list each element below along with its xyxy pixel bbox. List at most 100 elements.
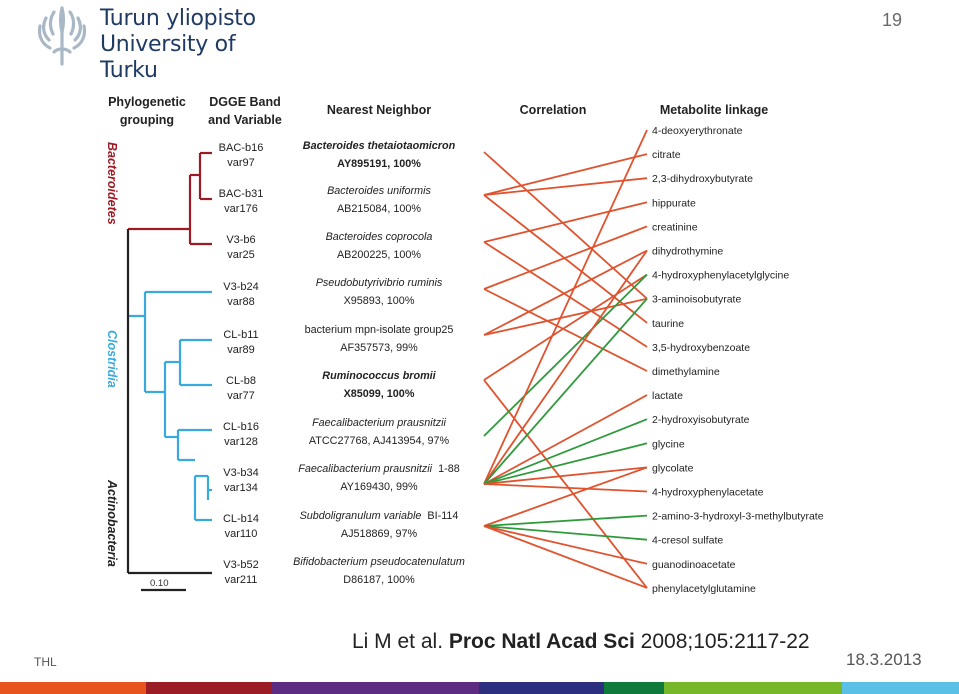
logo-line-1: Turun yliopisto [100, 6, 256, 31]
band-label: CL-b16 [223, 421, 259, 433]
scale-bar-label: 0.10 [150, 578, 169, 589]
citation-authors: Li M et al. [352, 630, 449, 653]
neighbor-accession: AJ518869, 97% [341, 528, 418, 540]
footer-bar-segment [842, 682, 959, 694]
band-label: BAC-b31 [219, 188, 264, 200]
correlation-link [483, 288, 648, 372]
correlation-link [483, 483, 648, 493]
neighbor-name: Ruminococcus bromii [322, 370, 436, 382]
neighbor-accession: AY169430, 99% [340, 481, 418, 493]
band-variable: var211 [225, 574, 258, 586]
correlation-link [483, 249, 648, 336]
band-variable: var97 [227, 157, 255, 169]
band-label: CL-b8 [226, 375, 256, 387]
page-number: 19 [882, 10, 903, 30]
neighbor-name: Bacteroides uniformis [327, 185, 431, 197]
neighbor-name: bacterium mpn-isolate group25 [305, 324, 454, 336]
correlation-link [483, 273, 648, 381]
band-label: CL-b14 [223, 513, 259, 525]
neighbor-strain: 1-88 [438, 463, 460, 475]
footer-date: 18.3.2013 [846, 650, 922, 669]
metabolite-label: dimethylamine [652, 366, 720, 378]
correlation-link [483, 297, 648, 336]
neighbor-name: Faecalibacterium prausnitzii [312, 417, 446, 429]
metabolite-label: glycine [652, 438, 685, 450]
neighbor-strain: BI-114 [427, 510, 458, 522]
correlation-link [483, 273, 648, 437]
header-phylo-2: grouping [120, 113, 174, 127]
band-variable: var89 [227, 344, 255, 356]
footer-bar-segment [146, 682, 272, 694]
metabolite-label: 2-amino-3-hydroxyl-3-methylbutyrate [652, 511, 824, 523]
header-dgge-1: DGGE Band [209, 95, 281, 109]
correlation-link [483, 466, 648, 485]
correlation-link [483, 249, 648, 485]
phylogenetic-correlation-figure: Phylogenetic grouping DGGE Band and Vari… [105, 95, 824, 595]
metabolite-label: phenylacetylglutamine [652, 583, 756, 595]
neighbor-accession: AB215084, 100% [337, 203, 421, 215]
metabolite-label: glycolate [652, 462, 694, 474]
correlation-link [483, 394, 648, 485]
neighbor-name: Pseudobutyrivibrio ruminis [316, 277, 443, 289]
band-label: V3-b6 [226, 234, 255, 246]
metabolite-label: 4-hydroxyphenylacetylglycine [652, 270, 789, 282]
correlation-link [483, 514, 648, 527]
header-correlation: Correlation [520, 103, 587, 117]
header-metabolite: Metabolite linkage [660, 103, 768, 117]
metabolite-label: 4-cresol sulfate [652, 535, 723, 547]
band-variable: var110 [225, 528, 258, 540]
logo-line-2: University of Turku [100, 32, 236, 83]
neighbor-accession: ATCC27768, AJ413954, 97% [309, 435, 450, 447]
group-label-bacteroidetes: Bacteroidetes [105, 142, 119, 225]
footer-thl: THL [34, 655, 57, 669]
metabolite-label: hippurate [652, 197, 696, 209]
correlation-link [483, 379, 648, 589]
university-seal-icon [37, 6, 87, 66]
footer-bar-segment [604, 682, 664, 694]
metabolite-label: guanodinoacetate [652, 559, 736, 571]
metabolite-label: 2,3-dihydroxybutyrate [652, 173, 753, 185]
correlation-link [483, 153, 648, 196]
correlation-link [483, 466, 648, 527]
neighbor-name: Faecalibacterium prausnitzii 1-88 [298, 463, 459, 475]
metabolite-label: 3,5-hydroxybenzoate [652, 342, 750, 354]
correlation-link [483, 201, 648, 243]
phylogenetic-tree [126, 151, 212, 592]
band-label: BAC-b16 [219, 142, 264, 154]
metabolite-label: lactate [652, 390, 683, 402]
footer-bar-segment [272, 682, 479, 694]
band-label: V3-b52 [223, 559, 258, 571]
citation-journal: Proc Natl Acad Sci [448, 630, 635, 653]
correlation-link [483, 298, 648, 485]
correlation-link [483, 525, 648, 541]
metabolite-label: dihydrothymine [652, 246, 723, 258]
band-variable: var176 [224, 203, 258, 215]
neighbor-accession: D86187, 100% [343, 574, 415, 586]
neighbor-accession: AB200225, 100% [337, 249, 421, 261]
correlation-link [483, 225, 648, 290]
footer-bar-segment [479, 682, 604, 694]
band-variable: var25 [227, 249, 255, 261]
band-label: V3-b24 [223, 281, 258, 293]
metabolite-label: creatinine [652, 221, 698, 233]
footer-bar-segment [664, 682, 842, 694]
group-label-actinobacteria: Actinobacteria [105, 479, 119, 567]
band-variable: var128 [224, 436, 258, 448]
neighbor-accession: AY895191, 100% [337, 158, 421, 170]
correlation-link [483, 442, 648, 485]
correlation-link [483, 525, 648, 565]
header-phylo-1: Phylogenetic [108, 95, 186, 109]
correlation-link [483, 151, 648, 300]
correlation-link [483, 129, 648, 485]
metabolite-label: citrate [652, 149, 681, 161]
correlation-link [483, 177, 648, 196]
citation-details: 2008;105:2117-22 [634, 630, 810, 653]
metabolite-label: 2-hydroxyisobutyrate [652, 414, 750, 426]
band-label: V3-b34 [223, 467, 258, 479]
neighbor-name: Bacteroides coprocola [326, 231, 433, 243]
neighbor-accession: X95893, 100% [344, 295, 415, 307]
citation: Li M et al. Proc Natl Acad Sci 2008;105:… [352, 630, 810, 654]
neighbor-accession: AF357573, 99% [340, 342, 418, 354]
correlation-link [483, 525, 648, 589]
group-label-clostridia: Clostridia [105, 330, 119, 388]
